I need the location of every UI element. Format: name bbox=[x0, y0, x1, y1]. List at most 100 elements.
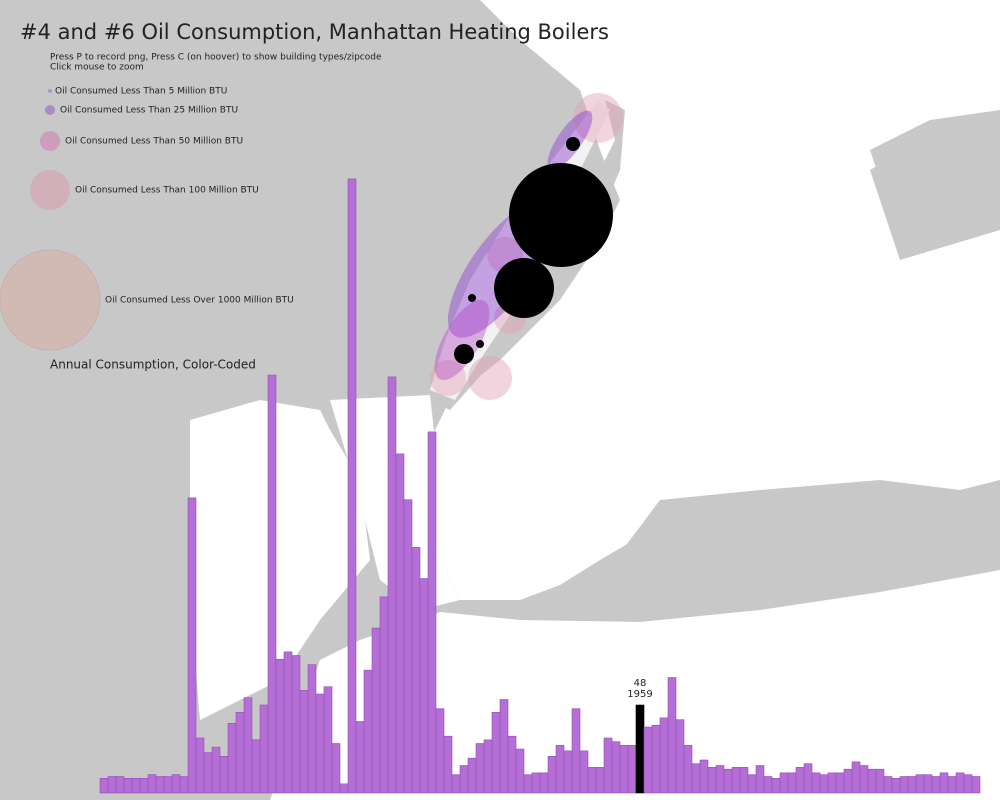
bar bbox=[843, 768, 853, 794]
bar bbox=[355, 721, 365, 794]
bar bbox=[931, 776, 941, 794]
bar bbox=[387, 376, 397, 794]
value-label: 48 bbox=[634, 678, 647, 689]
bar bbox=[171, 774, 181, 794]
bar bbox=[787, 772, 797, 794]
bar bbox=[899, 776, 909, 794]
bar bbox=[339, 783, 349, 794]
bar bbox=[331, 743, 341, 794]
bar bbox=[139, 778, 149, 794]
bar bbox=[539, 772, 549, 794]
bar bbox=[99, 778, 109, 794]
bubble bbox=[494, 258, 554, 318]
bar bbox=[907, 776, 917, 794]
legend-symbol bbox=[30, 170, 70, 210]
bar bbox=[435, 708, 445, 794]
bar bbox=[283, 651, 293, 794]
legend-symbol bbox=[0, 249, 101, 351]
bar bbox=[291, 655, 301, 794]
bar bbox=[235, 712, 245, 794]
bar bbox=[723, 768, 733, 794]
bar bbox=[443, 735, 453, 794]
bar bbox=[163, 776, 173, 794]
bar bbox=[875, 768, 885, 794]
bar bbox=[755, 765, 765, 794]
bar bbox=[107, 776, 117, 794]
bar bbox=[739, 767, 749, 794]
bar bbox=[747, 774, 757, 794]
bar bbox=[531, 772, 541, 794]
legend-symbol bbox=[48, 89, 52, 93]
legend-label: Oil Consumed Less Than 100 Million BTU bbox=[75, 186, 259, 196]
ocean bbox=[270, 570, 1000, 800]
bar bbox=[251, 739, 261, 794]
bar bbox=[851, 761, 861, 794]
bubble bbox=[509, 163, 613, 267]
bar bbox=[507, 735, 517, 794]
bar bbox=[595, 767, 605, 794]
bar bbox=[499, 699, 509, 794]
bar bbox=[835, 772, 845, 794]
bar bbox=[363, 669, 373, 794]
bar bbox=[771, 778, 781, 794]
bar bbox=[627, 745, 637, 794]
bar bbox=[555, 745, 565, 794]
bar bbox=[643, 726, 653, 794]
bar bbox=[659, 717, 669, 794]
bar bbox=[307, 664, 317, 794]
bubble bbox=[476, 340, 484, 348]
bar bbox=[379, 596, 389, 794]
instruction: Click mouse to zoom bbox=[50, 63, 144, 73]
bar bbox=[459, 765, 469, 794]
bar bbox=[915, 774, 925, 794]
bar bbox=[211, 746, 221, 794]
bar bbox=[667, 677, 677, 794]
bar bbox=[795, 767, 805, 794]
bar bbox=[515, 748, 525, 794]
bar bbox=[187, 497, 197, 794]
bar bbox=[131, 778, 141, 794]
bar bbox=[275, 658, 285, 794]
legend-title: Annual Consumption, Color-Coded bbox=[50, 358, 256, 372]
bar bbox=[955, 772, 965, 794]
bar bbox=[299, 690, 309, 794]
legend-label: Oil Consumed Less Than 5 Million BTU bbox=[55, 87, 227, 97]
bar bbox=[923, 774, 933, 794]
bar bbox=[971, 776, 981, 794]
bar bbox=[427, 431, 437, 794]
bar bbox=[587, 767, 597, 794]
legend-label: Oil Consumed Less Than 25 Million BTU bbox=[60, 106, 238, 116]
legend-symbol bbox=[45, 105, 55, 115]
bar bbox=[147, 774, 157, 794]
bar bbox=[731, 767, 741, 794]
bar bbox=[259, 704, 269, 794]
bar bbox=[883, 776, 893, 794]
bar bbox=[123, 778, 133, 794]
bar bbox=[683, 745, 693, 794]
bubble bbox=[430, 360, 466, 396]
bar bbox=[179, 776, 189, 794]
bar bbox=[483, 739, 493, 794]
bar bbox=[451, 774, 461, 794]
bar bbox=[347, 178, 357, 794]
bar bbox=[115, 776, 125, 794]
bar bbox=[675, 719, 685, 794]
legend-label: Oil Consumed Less Over 1000 Million BTU bbox=[105, 296, 294, 306]
bar bbox=[939, 772, 949, 794]
bar bbox=[891, 778, 901, 794]
bubble bbox=[573, 93, 623, 143]
bar bbox=[963, 774, 973, 794]
bar bbox=[371, 627, 381, 794]
bubble-cluster bbox=[434, 300, 490, 380]
staten-island bbox=[190, 400, 370, 720]
title: #4 and #6 Oil Consumption, Manhattan Hea… bbox=[20, 20, 609, 44]
bar bbox=[947, 776, 957, 794]
bar bbox=[563, 750, 573, 794]
legend: Oil Consumed Less Than 5 Million BTU Oil… bbox=[0, 87, 294, 372]
bar bbox=[699, 759, 709, 794]
bar bbox=[579, 750, 589, 794]
bar bbox=[467, 757, 477, 794]
bar bbox=[227, 723, 237, 794]
